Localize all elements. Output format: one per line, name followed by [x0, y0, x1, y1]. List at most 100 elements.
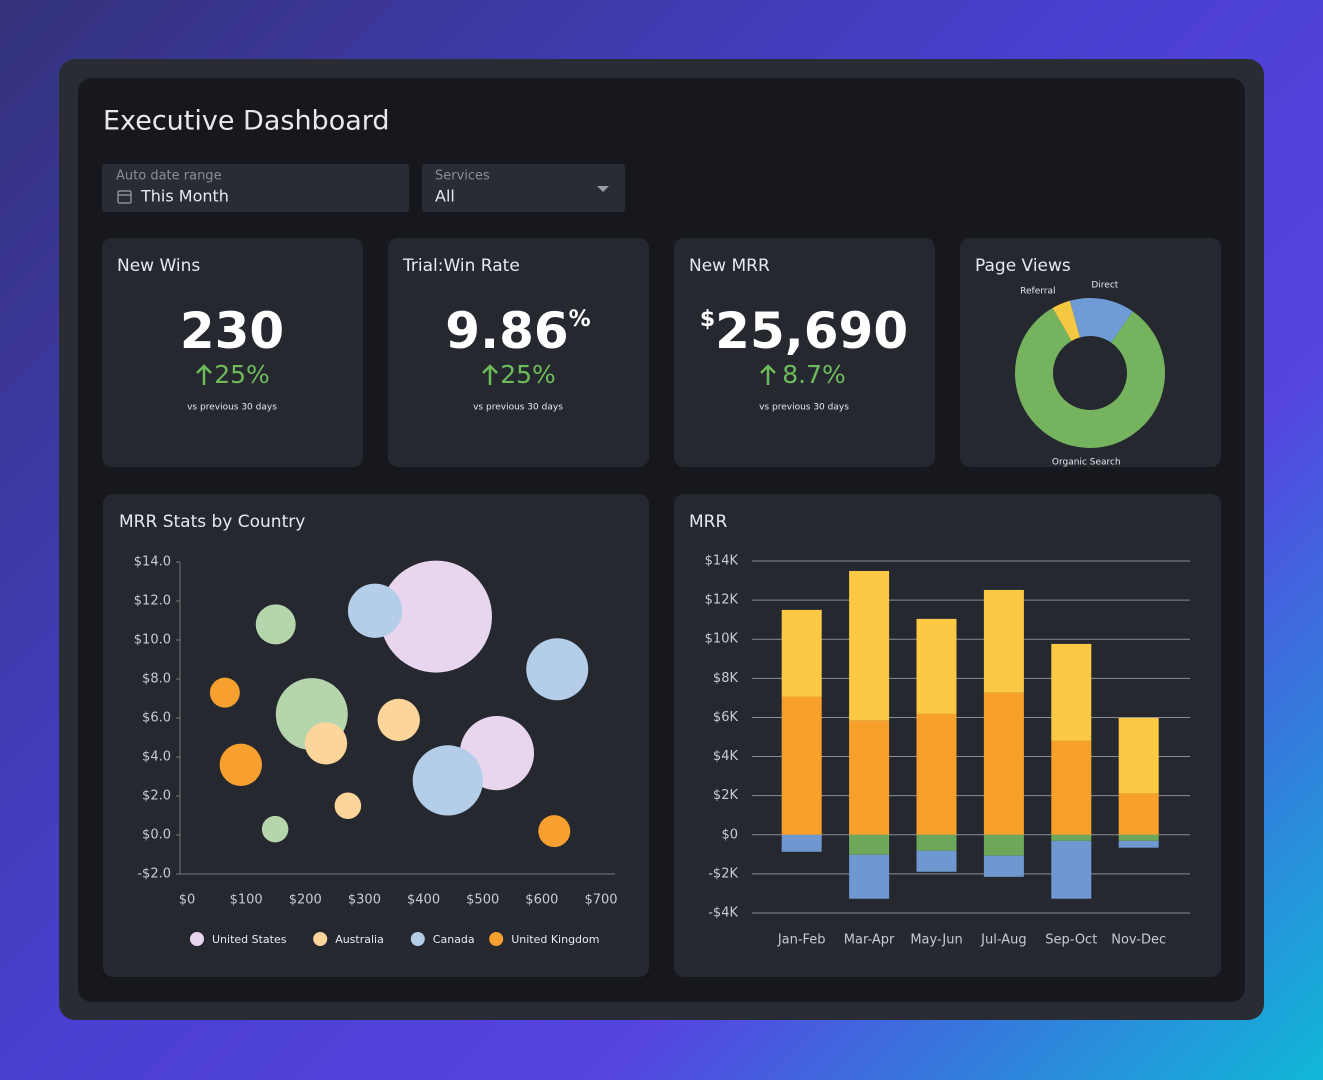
date-filter[interactable] [102, 164, 409, 212]
legend-label: United States [212, 933, 287, 946]
bar-segment [849, 854, 890, 899]
kpi-title: New Wins [117, 256, 200, 276]
slice-label: Direct [1091, 281, 1118, 291]
kpi-number: 9.86 [445, 302, 568, 360]
bubble [209, 677, 240, 708]
y-tick-label: $4.0 [142, 750, 171, 765]
x-tick-label: $700 [584, 893, 617, 908]
kpi-title: New MRR [689, 256, 770, 276]
kpi-change: 25% [214, 360, 270, 389]
y-tick-label: $6.0 [142, 711, 171, 726]
x-tick-label: $0 [179, 893, 196, 908]
kpi-note: vs previous 30 days [759, 403, 849, 413]
kpi-change-value: 25% [214, 360, 270, 389]
x-tick-label: $400 [407, 893, 440, 908]
bar-segment [849, 834, 890, 855]
y-tick-label: $14.0 [134, 555, 171, 570]
bar-segment [1118, 793, 1159, 835]
legend-label: Australia [335, 933, 384, 946]
y-tick-label: -$2K [708, 866, 738, 881]
y-tick-label: $8K [713, 671, 739, 686]
legend-swatch [313, 932, 328, 946]
y-tick-label: $2.0 [142, 789, 171, 804]
legend-swatch [489, 932, 504, 946]
bar-segment [916, 713, 957, 835]
x-tick-label: $100 [230, 893, 263, 908]
up-arrow [760, 364, 776, 385]
y-tick-label: $2K [713, 788, 739, 803]
kpi-note: vs previous 30 days [473, 403, 563, 413]
bar-segment [1118, 834, 1159, 841]
y-tick-label: $12.0 [134, 594, 171, 609]
pie-slice [1052, 300, 1081, 341]
services-filter[interactable] [422, 164, 625, 212]
bubble [379, 560, 492, 673]
bar-segment [1051, 740, 1092, 835]
bubble [255, 604, 296, 645]
y-tick-label: $8.0 [142, 672, 171, 687]
x-tick-label: Mar-Apr [844, 933, 895, 948]
kpi-change: 25% [500, 360, 556, 389]
card [103, 494, 649, 977]
x-tick-label: $300 [348, 893, 381, 908]
bar-segment [916, 618, 957, 714]
bar-segment [1118, 717, 1159, 794]
kpi-value: $25,690 [700, 302, 908, 360]
chart-title: Page Views [975, 256, 1071, 276]
pie-slice [1069, 298, 1133, 343]
kpi-note: vs previous 30 days [187, 403, 277, 413]
bar-segment [1051, 834, 1092, 841]
kpi-change: 8.7% [782, 360, 846, 389]
y-tick-label: -$2.0 [137, 867, 171, 882]
legend-swatch [410, 932, 425, 946]
card [674, 238, 935, 467]
chart-title: MRR [689, 512, 727, 532]
bar-segment [849, 570, 890, 721]
chart-title: MRR Stats by Country [119, 512, 305, 532]
legend-swatch [190, 932, 204, 946]
y-tick-label: -$4K [708, 906, 738, 921]
up-arrow [196, 364, 212, 385]
bubble [412, 745, 483, 816]
slice-label: Referral [1020, 286, 1055, 296]
bubble [377, 698, 420, 742]
y-tick-label: $4K [713, 749, 739, 764]
filter-label: Services [435, 169, 490, 184]
bubble [334, 792, 362, 820]
kpi-change-value: 25% [500, 360, 556, 389]
bubble [304, 722, 348, 765]
filter-label: Auto date range [116, 169, 222, 184]
bar-segment [849, 720, 890, 835]
dropdown-arrow [597, 186, 609, 192]
up-arrow [482, 364, 498, 385]
bar-segment [781, 609, 822, 697]
x-tick-label: Jul-Aug [980, 933, 1026, 948]
x-tick-label: $500 [466, 893, 499, 908]
legend-label: Canada [433, 933, 475, 946]
bar-segment [983, 855, 1024, 877]
bar-segment [1051, 643, 1092, 741]
kpi-value: 230 [180, 302, 284, 360]
card [102, 238, 363, 467]
legend-label: United Kingdom [511, 933, 599, 946]
bar-segment [1051, 840, 1092, 899]
kpi-number: 230 [180, 302, 284, 360]
pie-slice [1014, 308, 1165, 449]
bar-segment [781, 696, 822, 835]
bar-segment [983, 589, 1024, 693]
calendar-icon [117, 190, 132, 204]
bubble [538, 815, 571, 848]
x-tick-label: Nov-Dec [1111, 933, 1166, 948]
y-tick-label: $10K [705, 632, 739, 647]
bar-segment [781, 834, 822, 852]
kpi-title: Trial:Win Rate [402, 256, 520, 276]
kpi-unit: % [569, 307, 591, 332]
kpi-change-value: 8.7% [782, 360, 846, 389]
kpi-value: 9.86% [445, 302, 590, 360]
bar-segment [916, 834, 957, 851]
slice-label: Organic Search [1052, 457, 1121, 467]
y-tick-label: $0 [721, 827, 738, 842]
y-tick-label: $6K [713, 710, 739, 725]
